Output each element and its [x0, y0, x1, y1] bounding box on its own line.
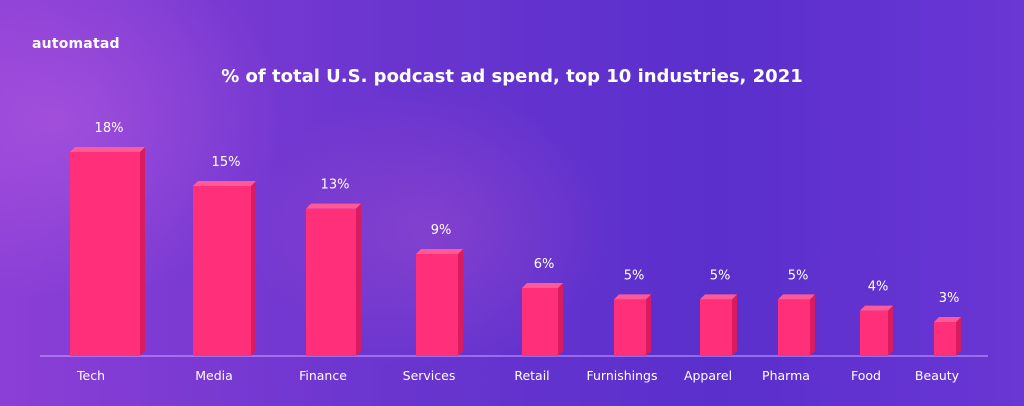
- value-label-tech: 18%: [95, 121, 124, 136]
- bar-top-food: [860, 305, 893, 311]
- value-label-beauty: 3%: [939, 291, 960, 306]
- bar-side-tech: [140, 147, 145, 356]
- value-label-food: 4%: [868, 280, 889, 295]
- category-label-retail: Retail: [514, 368, 549, 383]
- bar-beauty: [934, 322, 956, 356]
- value-label-retail: 6%: [534, 257, 555, 272]
- chart-title: % of total U.S. podcast ad spend, top 10…: [221, 66, 803, 87]
- bar-top-furnishings: [614, 294, 651, 300]
- category-label-apparel: Apparel: [684, 368, 732, 383]
- bar-top-finance: [306, 203, 361, 209]
- brand-logo-text: automatad: [32, 36, 120, 52]
- category-label-services: Services: [403, 368, 456, 383]
- value-label-furnishings: 5%: [624, 268, 645, 283]
- bar-food: [860, 310, 888, 356]
- bar-side-pharma: [810, 294, 815, 356]
- bars-group: 18% Tech 15% Media 13% Finance 9% Services 6% Ret…: [70, 121, 961, 383]
- bar-side-furnishings: [646, 294, 651, 356]
- bar-retail: [522, 288, 558, 356]
- bar-top-services: [416, 249, 463, 254]
- bar-side-apparel: [732, 294, 737, 356]
- bar-top-media: [193, 181, 256, 186]
- category-label-finance: Finance: [299, 368, 347, 383]
- category-label-furnishings: Furnishings: [586, 368, 657, 383]
- bar-finance: [306, 208, 356, 356]
- bar-top-pharma: [778, 294, 815, 300]
- bar-side-beauty: [956, 317, 961, 356]
- bar-services: [416, 254, 458, 356]
- category-label-media: Media: [195, 368, 233, 383]
- bar-pharma: [778, 299, 810, 356]
- value-label-services: 9%: [431, 223, 452, 238]
- value-label-pharma: 5%: [788, 268, 809, 283]
- bar-media: [193, 186, 251, 356]
- bar-top-retail: [522, 283, 563, 288]
- category-label-pharma: Pharma: [762, 368, 810, 383]
- bar-side-finance: [356, 203, 361, 356]
- bar-top-beauty: [934, 317, 961, 322]
- category-label-tech: Tech: [76, 368, 105, 383]
- bar-side-food: [888, 305, 893, 356]
- bar-side-retail: [558, 283, 563, 356]
- value-label-finance: 13%: [321, 178, 350, 193]
- bar-top-apparel: [700, 294, 737, 300]
- bar-side-media: [251, 181, 256, 356]
- category-label-food: Food: [851, 368, 881, 383]
- value-label-media: 15%: [212, 155, 241, 170]
- bar-side-services: [458, 249, 463, 356]
- bar-top-tech: [70, 147, 145, 152]
- bar-furnishings: [614, 299, 646, 356]
- bar-tech: [70, 152, 140, 356]
- category-label-beauty: Beauty: [915, 368, 960, 383]
- bar-apparel: [700, 299, 732, 356]
- value-label-apparel: 5%: [710, 268, 731, 283]
